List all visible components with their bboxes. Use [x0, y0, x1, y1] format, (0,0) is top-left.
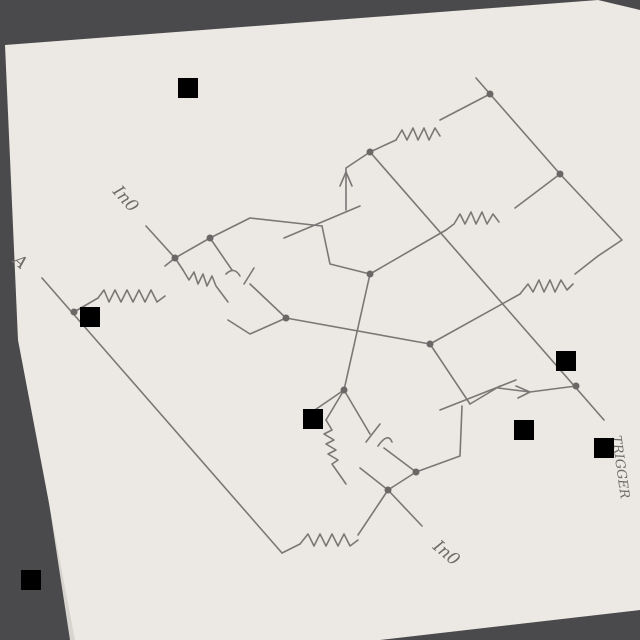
lower-transistor-collector [469, 385, 501, 405]
node-rc-top [206, 234, 214, 242]
cap-upper-plate-b [243, 267, 255, 285]
in0-top-lead [145, 225, 176, 259]
lower-cap-plate-b [377, 437, 393, 447]
top-resistor-wire [369, 139, 397, 153]
cross-wire-c [429, 343, 471, 405]
node-center [426, 340, 434, 348]
lower-cap-wire [343, 389, 371, 435]
marker-square [594, 438, 614, 458]
marker-square [178, 78, 198, 98]
cross-wire-b [343, 273, 371, 391]
node-emitter-top [366, 270, 374, 278]
lower-rc-node [325, 389, 345, 421]
lower-transistor-base [439, 379, 517, 411]
junction-nodes [70, 90, 580, 494]
node-lower-cap [412, 468, 420, 476]
black-markers [21, 78, 614, 590]
node-top-right [486, 90, 494, 98]
upper-transistor-collector [345, 151, 371, 211]
upper-transistor-emitter [321, 225, 371, 275]
node-rc-bottom [282, 314, 290, 322]
marker-square [80, 307, 100, 327]
node-input-bottom [384, 486, 392, 494]
rc-resistor [182, 269, 229, 303]
lower-mid-right [574, 255, 599, 275]
cap-upper-wire [209, 237, 233, 271]
marker-square [556, 351, 576, 371]
upper-transistor-arrow [339, 171, 353, 187]
node-right-upper [556, 170, 564, 178]
bottom-resistor-wire [281, 543, 301, 554]
top-right-diagonal [489, 93, 623, 257]
lower-transistor-arrow [515, 385, 531, 399]
node-lower-emitter [572, 382, 580, 390]
upper-transistor-base [283, 205, 361, 239]
lower-rc-resistor [323, 419, 347, 485]
cap-upper-plate-a [225, 269, 241, 277]
mid-resistor-wire [369, 229, 447, 275]
right-rail [369, 151, 605, 421]
node-collector-top [366, 148, 374, 156]
lower-rc-resistor-bottom [359, 467, 389, 491]
lower-bottom-wire [387, 405, 463, 491]
node-input-top [171, 254, 179, 262]
mid-resistor [445, 211, 500, 231]
node-lower-rc [340, 386, 348, 394]
marker-square [514, 420, 534, 440]
marker-square [303, 409, 323, 429]
transistor-left-wire [209, 217, 323, 239]
lower-cap-plate-a [365, 423, 381, 443]
in0-bottom-lead [387, 489, 423, 527]
lower-mid-wire [429, 293, 521, 345]
bottom-right-wire [357, 489, 389, 536]
top-resistor [395, 127, 441, 141]
lower-mid-resistor [519, 279, 574, 295]
paper-sheet [5, 0, 640, 640]
left-wire [73, 297, 99, 313]
mid-resistor-right [514, 173, 561, 209]
node-a [70, 308, 78, 316]
top-left-stub [475, 77, 491, 95]
lower-cap-bottom [383, 447, 417, 473]
left-resistor [97, 289, 166, 303]
top-right-wire [439, 93, 491, 121]
cap-upper-lower [249, 283, 287, 319]
rc-top-wire [174, 237, 211, 259]
bottom-resistor [299, 533, 359, 547]
rc-bottom-wire [227, 317, 287, 335]
marker-square [21, 570, 41, 590]
